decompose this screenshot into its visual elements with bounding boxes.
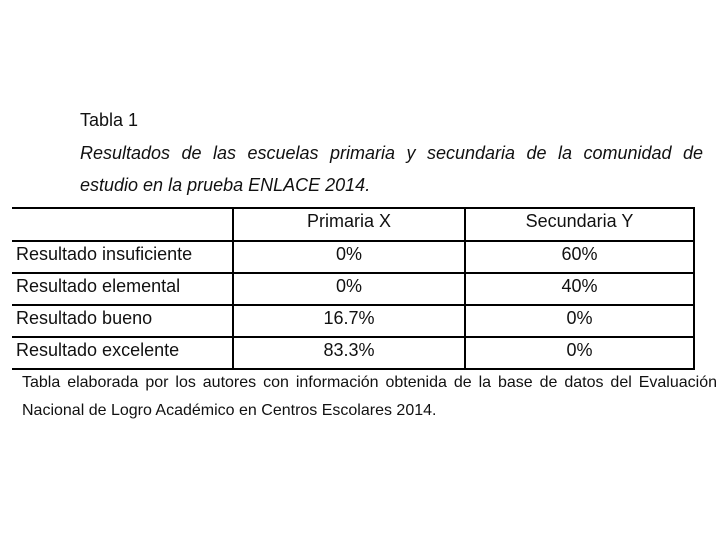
caption-line-1: Resultados de las escuelas primaria y se… xyxy=(80,143,703,163)
header-row: Primaria X Secundaria Y xyxy=(12,207,695,242)
results-table: Primaria X Secundaria Y Resultado insufi… xyxy=(12,207,695,370)
table-caption: Resultados de las escuelas primaria y se… xyxy=(80,137,703,201)
caption-line-2: estudio en la prueba ENLACE 2014. xyxy=(80,175,371,195)
secundaria-value-cell: 0% xyxy=(464,304,695,338)
table-footnote: Tabla elaborada por los autores con info… xyxy=(22,369,717,425)
table-number-label: Tabla 1 xyxy=(80,110,139,130)
table-row: Resultado excelente 83.3% 0% xyxy=(12,336,695,370)
row-label-cell: Resultado elemental xyxy=(12,272,233,306)
row-label-cell: Resultado excelente xyxy=(12,336,233,370)
primaria-value-cell: 0% xyxy=(232,272,465,306)
primaria-value-cell: 0% xyxy=(232,240,465,274)
row-label-cell: Resultado bueno xyxy=(12,304,233,338)
row-label-cell: Resultado insuficiente xyxy=(12,240,233,274)
secundaria-value-cell: 40% xyxy=(464,272,695,306)
secundaria-value-cell: 0% xyxy=(464,336,695,370)
header-cell-primaria: Primaria X xyxy=(232,207,465,242)
header-cell-empty xyxy=(12,207,233,242)
footnote-line-1: Tabla elaborada por los autores con info… xyxy=(22,374,717,391)
table-row: Resultado elemental 0% 40% xyxy=(12,272,695,306)
table-row: Resultado insuficiente 0% 60% xyxy=(12,240,695,274)
table-row: Resultado bueno 16.7% 0% xyxy=(12,304,695,338)
footnote-line-2: Nacional de Logro Académico en Centros E… xyxy=(22,402,437,419)
secundaria-value-cell: 60% xyxy=(464,240,695,274)
header-cell-secundaria: Secundaria Y xyxy=(464,207,695,242)
primaria-value-cell: 83.3% xyxy=(232,336,465,370)
primaria-value-cell: 16.7% xyxy=(232,304,465,338)
